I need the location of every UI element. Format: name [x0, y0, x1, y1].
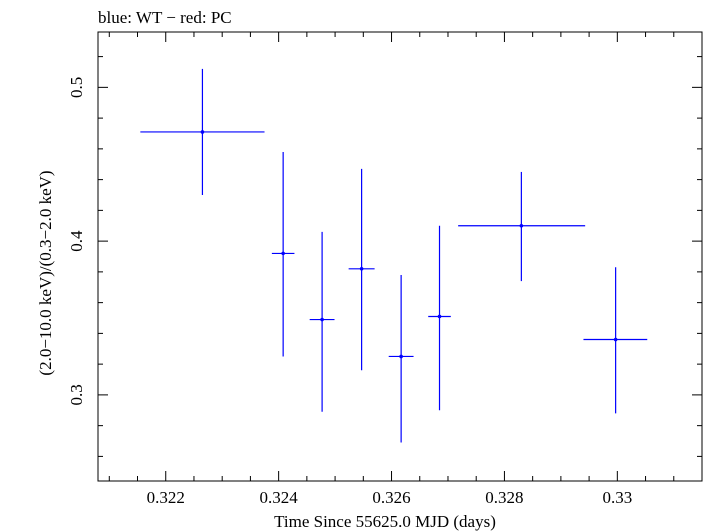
y-tick-label: 0.3	[67, 384, 86, 405]
y-axis-ticks: 0.3 0.4 0.5	[67, 56, 702, 457]
data-marker	[200, 130, 205, 134]
chart-subtitle: blue: WT − red: PC	[98, 8, 232, 27]
data-marker	[437, 314, 442, 319]
y-tick-label: 0.5	[67, 77, 86, 98]
data-point	[309, 231, 335, 412]
x-tick-label: 0.322	[147, 488, 185, 507]
x-axis-ticks: 0.322 0.324 0.326 0.328 0.33	[108, 32, 703, 507]
data-point	[140, 68, 265, 195]
data-point	[428, 225, 451, 411]
data-marker	[399, 354, 403, 359]
y-tick-label: 0.4	[67, 230, 86, 252]
x-axis-label: Time Since 55625.0 MJD (days)	[274, 512, 496, 531]
plot-frame	[97, 31, 703, 482]
data-marker	[359, 267, 364, 271]
data-series	[140, 68, 648, 443]
x-tick-label: 0.326	[372, 488, 410, 507]
x-tick-label: 0.324	[260, 488, 299, 507]
data-point	[348, 168, 375, 371]
x-tick-label: 0.328	[485, 488, 523, 507]
data-point	[271, 151, 295, 357]
data-point	[458, 171, 586, 282]
data-marker	[613, 337, 618, 342]
data-marker	[281, 251, 285, 256]
data-point	[583, 267, 648, 414]
y-axis-label: (2.0−10.0 keV)/(0.3−2.0 keV)	[36, 170, 55, 375]
data-marker	[320, 317, 324, 322]
x-tick-label: 0.33	[602, 488, 632, 507]
data-marker	[519, 223, 524, 228]
data-point	[388, 274, 414, 443]
